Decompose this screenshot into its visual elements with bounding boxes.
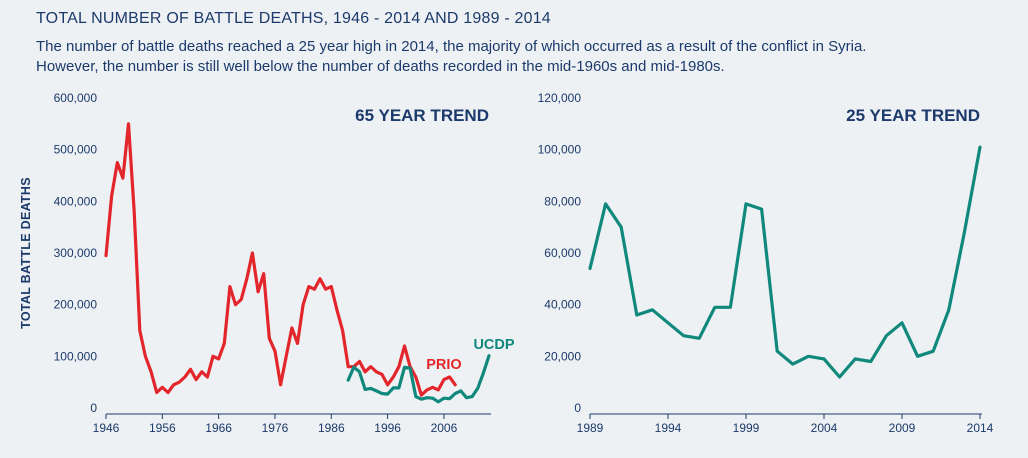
y-tick-label: 400,000	[54, 194, 98, 208]
y-tick-label: 0	[574, 401, 581, 415]
chart-subtitle: The number of battle deaths reached a 25…	[36, 37, 1016, 77]
x-tick-label: 2014	[967, 421, 994, 435]
y-tick-label: 100,000	[538, 143, 582, 157]
y-tick-label: 80,000	[544, 194, 581, 208]
x-tick-label: 1999	[733, 421, 760, 435]
x-tick-label: 2009	[889, 421, 916, 435]
right-chart-25-year-trend: 0 20,000 40,000 60,000 80,000 100,000 120,000 1…	[538, 91, 994, 435]
x-tick-label: 1989	[577, 421, 604, 435]
left-chart-65-year-trend: 0 100,000 200,000 300,000 400,000 500,000 600,…	[19, 91, 515, 435]
y-tick-label: 40,000	[544, 298, 581, 312]
panel-title: 65 YEAR TREND	[355, 106, 489, 125]
panel-title: 25 YEAR TREND	[846, 106, 980, 125]
x-tick-label: 1966	[205, 421, 232, 435]
x-tick-label: 1996	[374, 421, 401, 435]
subtitle-line-2: However, the number is still well below …	[36, 58, 725, 75]
series-label-ucdp: UCDP	[473, 337, 514, 353]
y-tick-label: 20,000	[544, 349, 581, 363]
x-tick-label: 1976	[262, 421, 289, 435]
y-tick-label: 600,000	[54, 91, 98, 105]
y-tick-label: 100,000	[54, 349, 98, 363]
series-line-prio	[104, 122, 457, 397]
subtitle-line-1: The number of battle deaths reached a 25…	[36, 38, 867, 55]
y-tick-label: 0	[90, 401, 97, 415]
x-tick-label: 2004	[811, 421, 838, 435]
x-tick-label: 1994	[655, 421, 682, 435]
x-tick-label: 1946	[93, 421, 120, 435]
y-axis-label: TOTAL BATTLE DEATHS	[19, 177, 33, 329]
x-tick-label: 1956	[149, 421, 176, 435]
y-tick-label: 500,000	[54, 143, 98, 157]
chart-title: TOTAL NUMBER OF BATTLE DEATHS, 1946 - 20…	[36, 10, 551, 27]
y-tick-label: 120,000	[538, 91, 582, 105]
series-label-prio: PRIO	[426, 357, 461, 373]
y-tick-label: 300,000	[54, 246, 98, 260]
y-tick-label: 60,000	[544, 246, 581, 260]
x-tick-label: 1986	[318, 421, 345, 435]
series-line-ucdp	[346, 354, 491, 404]
x-tick-label: 2006	[431, 421, 458, 435]
y-tick-label: 200,000	[54, 298, 98, 312]
series-line-ucdp	[588, 145, 982, 379]
